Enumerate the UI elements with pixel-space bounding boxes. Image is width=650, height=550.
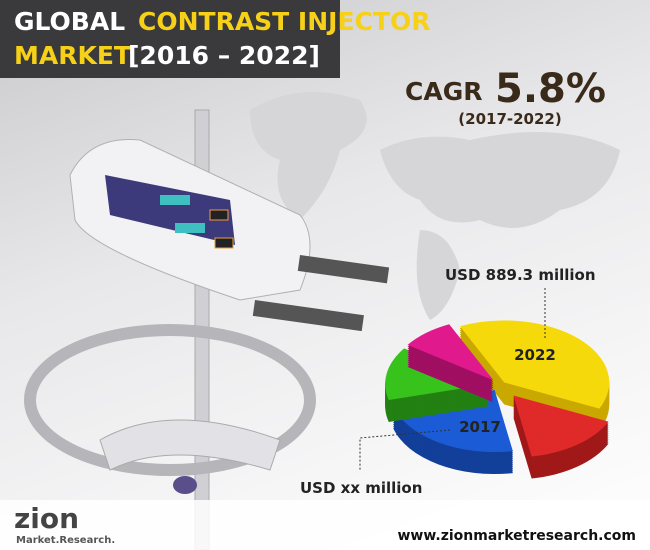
website-url: www.zionmarketresearch.com xyxy=(398,528,637,544)
title-yellow: CONTRAST INJECTOR xyxy=(138,7,430,36)
label-value: USD 889.3 million xyxy=(445,266,596,284)
title-white: [2016 – 2022] xyxy=(128,41,320,70)
label-year: 2017 xyxy=(459,418,501,436)
pie-slice xyxy=(459,320,610,409)
pie-chart xyxy=(385,320,610,479)
injector-device xyxy=(24,109,390,550)
cagr-value: 5.8% xyxy=(495,66,606,112)
footer-band xyxy=(0,500,650,550)
pie-slice xyxy=(513,395,609,457)
label-value: USD xx million xyxy=(300,479,422,497)
logo-name: zion xyxy=(14,502,79,535)
pie-slice xyxy=(407,324,494,381)
title-yellow: MARKET xyxy=(14,41,131,70)
title-white: GLOBAL xyxy=(14,7,125,36)
cagr-label: CAGR xyxy=(405,77,482,106)
world-map xyxy=(250,92,620,320)
header-band xyxy=(0,0,340,78)
logo-sub: Market.Research. xyxy=(16,535,115,546)
cagr-period: (2017-2022) xyxy=(458,110,561,128)
label-year: 2022 xyxy=(514,346,556,364)
